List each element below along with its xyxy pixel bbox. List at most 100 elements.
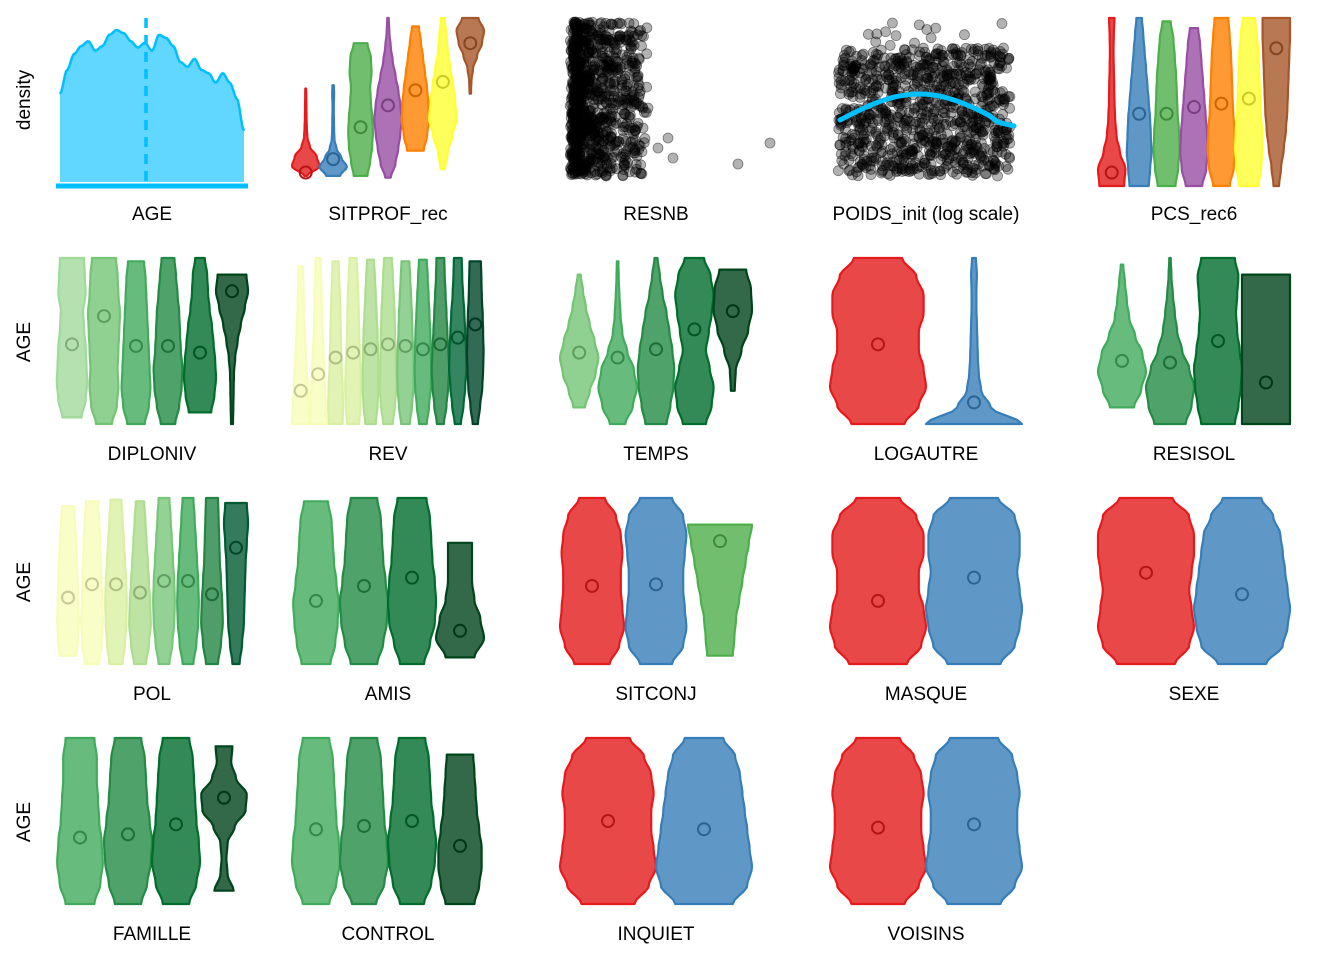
scatter-point [586,119,597,131]
violin [292,500,340,666]
scatter-point [973,116,985,128]
scatter-point [1004,91,1016,103]
scatter-point [618,164,630,175]
scatter-point [578,79,590,91]
scatter-point [596,165,608,177]
scatter-point [567,132,579,144]
scatter-point [942,141,954,153]
scatter-point [628,39,640,51]
scatter-point [992,138,1003,150]
scatter-point [570,119,582,131]
panel-sexe: SEXE [1096,496,1292,705]
scatter-point [630,98,642,110]
scatter-point [998,96,1010,108]
scatter-point [948,102,959,114]
scatter-point [577,86,589,98]
scatter-point [577,67,589,79]
scatter-point [941,141,953,153]
scatter-point [571,51,583,63]
scatter-point [600,96,612,108]
scatter-point [594,148,606,160]
scatter-point [596,155,608,166]
scatter-point [947,43,959,55]
scatter-point [569,117,580,129]
scatter-point [624,40,636,52]
scatter-point [571,70,582,82]
scatter-point [585,37,597,49]
scatter-point [603,34,615,46]
scatter-point [592,93,604,105]
scatter-point [597,75,609,87]
median-point [713,534,727,549]
scatter-point [577,167,589,178]
scatter-point [949,144,961,156]
violin [327,260,345,426]
panel-voisins: VOISINS [828,736,1024,945]
scatter-point [896,105,908,117]
scatter-point [864,108,876,120]
scatter-point [972,43,984,54]
scatter-point [567,109,579,121]
scatter-point [918,105,929,117]
scatter-point [969,43,981,55]
scatter-point [602,152,613,164]
scatter-point [569,54,580,65]
scatter-point [914,161,926,172]
scatter-point [943,49,955,61]
scatter-point [570,33,582,44]
scatter-point [937,56,949,68]
scatter-point [938,56,950,68]
scatter-point [941,64,953,76]
scatter-point [877,145,888,157]
scatter-point [928,103,940,115]
scatter-point [586,111,598,123]
scatter-point [855,112,867,124]
scatter-point [898,44,910,56]
scatter-point [965,117,977,129]
scatter-point [867,47,879,58]
scatter-point [932,43,944,55]
median-point [309,593,323,608]
scatter-point [987,79,999,91]
scatter-point [976,137,987,149]
scatter-point [918,58,930,70]
scatter-point [870,140,882,151]
scatter-point [914,117,926,129]
scatter-point [571,137,583,149]
scatter-point [583,75,595,87]
scatter-point [598,135,609,147]
scatter-point [935,81,947,93]
scatter-point [606,110,618,122]
violin [1144,256,1196,426]
scatter-point [631,60,643,72]
scatter-point [894,52,906,64]
scatter-point [598,152,610,163]
violin [1096,496,1196,666]
scatter-point [636,101,648,113]
scatter-point [610,61,621,72]
scatter-point [906,160,918,171]
scatter-point [618,31,629,43]
scatter-point [844,58,856,70]
scatter-point [565,148,576,160]
panel-label: POIDS_init (log scale) [833,204,1020,225]
scatter-point [583,155,594,167]
scatter-point [923,169,934,180]
scatter-point [574,129,586,140]
scatter-point [572,165,584,177]
scatter-point [573,55,585,67]
scatter-point [932,113,944,125]
median-point [363,342,378,357]
scatter-point [568,37,580,49]
scatter-point [593,33,605,45]
scatter-point [608,151,619,163]
scatter-point [577,163,589,175]
scatter-point [588,149,599,161]
scatter-point [566,134,578,146]
panel-age: AGE [56,18,248,225]
scatter-point [994,51,1006,63]
scatter-point [907,145,919,157]
scatter-point [865,163,877,175]
scatter-point [576,161,587,173]
scatter-point [965,73,977,85]
